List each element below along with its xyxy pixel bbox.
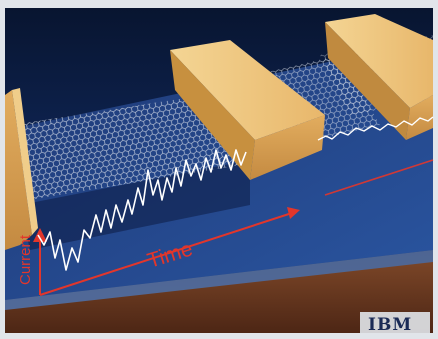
electrode-left	[5, 90, 32, 250]
substrate-shadow	[20, 160, 250, 250]
y-axis-label: Current	[17, 234, 34, 285]
electrode-right-top	[325, 14, 433, 108]
electrode-middle-front	[250, 115, 325, 180]
electrode-middle-side	[170, 50, 255, 180]
current-signal-trace	[37, 149, 247, 271]
x-axis-arrow	[287, 207, 300, 219]
ibm-logo: IBM	[368, 315, 412, 335]
substrate-side	[5, 262, 433, 333]
electrode-middle-top	[170, 40, 325, 140]
x-axis-line	[39, 211, 296, 296]
electrode-right-side	[325, 22, 410, 140]
y-axis-arrow	[33, 228, 47, 242]
logo-backing	[360, 312, 430, 333]
electrode-right-front	[406, 95, 433, 140]
current-signal-trace-far	[317, 116, 434, 141]
x-axis-line-far	[324, 159, 434, 196]
electrode-left-top	[12, 88, 38, 235]
